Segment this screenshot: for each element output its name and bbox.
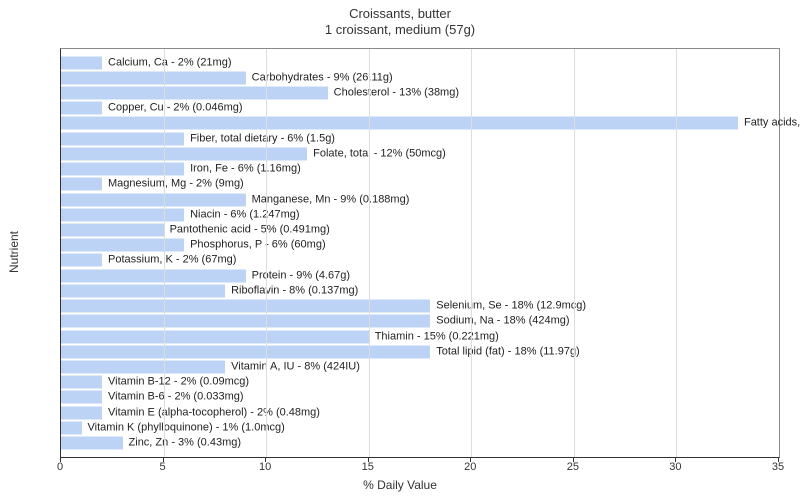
plot-area: Calcium, Ca - 2% (21mg) Carbohydrates - 9… [60,48,780,458]
x-tick-label: 5 [160,461,166,473]
bar [61,300,430,313]
bar-label: Calcium, Ca - 2% (21mg) [108,57,231,68]
x-tick-label: 15 [362,461,374,473]
bar-label: Selenium, Se - 18% (12.9mcg) [436,301,586,312]
gridline-v [676,49,677,457]
bar-row: Fiber, total dietary - 6% (1.5g) [61,131,779,146]
bar [61,193,246,206]
bar-label: Potassium, K - 2% (67mg) [108,255,236,266]
bar-row: Calcium, Ca - 2% (21mg) [61,55,779,70]
bar-label: Vitamin A, IU - 8% (424IU) [231,361,360,372]
bar-label: Vitamin B-12 - 2% (0.09mcg) [108,377,249,388]
bar-label: Vitamin B-6 - 2% (0.033mg) [108,392,244,403]
bar-row: Vitamin B-12 - 2% (0.09mcg) [61,375,779,390]
bar-row: Vitamin A, IU - 8% (424IU) [61,359,779,374]
bar-label: Zinc, Zn - 3% (0.43mg) [129,438,241,449]
chart-container: Croissants, butter 1 croissant, medium (… [0,0,800,500]
bar-label: Manganese, Mn - 9% (0.188mg) [252,194,410,205]
bar-label: Riboflavin - 8% (0.137mg) [231,285,358,296]
x-tick-label: 0 [57,461,63,473]
bar-row: Potassium, K - 2% (67mg) [61,253,779,268]
bar-row: Carbohydrates - 9% (26.11g) [61,70,779,85]
bar [61,56,102,69]
bar [61,406,102,419]
gridline-v [471,49,472,457]
bar-row: Pantothenic acid - 5% (0.491mg) [61,222,779,237]
x-tick-label: 30 [669,461,681,473]
bar [61,376,102,389]
bar-label: Sodium, Na - 18% (424mg) [436,316,569,327]
bar-row: Vitamin K (phylloquinone) - 1% (1.0mcg) [61,420,779,435]
bar [61,239,184,252]
x-tick-label: 35 [772,461,784,473]
bar-row: Cholesterol - 13% (38mg) [61,85,779,100]
bar-row: Manganese, Mn - 9% (0.188mg) [61,192,779,207]
bar-label: Pantothenic acid - 5% (0.491mg) [170,225,330,236]
bar-row: Vitamin B-6 - 2% (0.033mg) [61,390,779,405]
bar [61,269,246,282]
bar-row: Phosphorus, P - 6% (60mg) [61,238,779,253]
chart-title: Croissants, butter 1 croissant, medium (… [0,6,800,39]
bar [61,437,123,450]
bar-label: Fiber, total dietary - 6% (1.5g) [190,133,335,144]
gridline-v [164,49,165,457]
bar-row: Selenium, Se - 18% (12.9mcg) [61,299,779,314]
bar-row: Riboflavin - 8% (0.137mg) [61,283,779,298]
bar-row: Thiamin - 15% (0.221mg) [61,329,779,344]
bar [61,87,328,100]
x-tick-label: 10 [259,461,271,473]
y-axis-label: Nutrient [7,231,21,273]
bar-label: Magnesium, Mg - 2% (9mg) [108,179,244,190]
bar-row: Protein - 9% (4.67g) [61,268,779,283]
bar-label: Vitamin K (phylloquinone) - 1% (1.0mcg) [88,422,285,433]
bar [61,117,738,130]
bar-label: Niacin - 6% (1.247mg) [190,209,299,220]
bar-row: Iron, Fe - 6% (1.16mg) [61,162,779,177]
bar-label: Cholesterol - 13% (38mg) [334,88,459,99]
bar [61,102,102,115]
bar-row: Folate, total - 12% (50mcg) [61,146,779,161]
bar [61,254,102,267]
bar-label: Thiamin - 15% (0.221mg) [375,331,499,342]
gridline-v [574,49,575,457]
bar-label: Carbohydrates - 9% (26.11g) [252,72,393,83]
bar [61,330,369,343]
bar-row: Copper, Cu - 2% (0.046mg) [61,101,779,116]
x-tick-label: 25 [567,461,579,473]
bar [61,132,184,145]
bar [61,224,164,237]
bar-label: Vitamin E (alpha-tocopherol) - 2% (0.48m… [108,407,320,418]
bar [61,147,307,160]
bar [61,345,430,358]
bar-row: Total lipid (fat) - 18% (11.97g) [61,344,779,359]
x-axis-label: % Daily Value [0,478,800,492]
bar-label: Total lipid (fat) - 18% (11.97g) [436,346,579,357]
bar-label: Fatty acids, total saturated - 33% (6.64… [744,118,800,129]
bar [61,163,184,176]
bars-group: Calcium, Ca - 2% (21mg) Carbohydrates - 9… [61,55,779,451]
bar [61,178,102,191]
chart-title-line2: 1 croissant, medium (57g) [325,22,475,37]
bar-label: Iron, Fe - 6% (1.16mg) [190,164,301,175]
bar [61,315,430,328]
bar-row: Sodium, Na - 18% (424mg) [61,314,779,329]
bar [61,284,225,297]
bar-label: Phosphorus, P - 6% (60mg) [190,240,326,251]
gridline-v [266,49,267,457]
bar [61,421,82,434]
x-tick-label: 20 [464,461,476,473]
bar [61,360,225,373]
bar-label: Copper, Cu - 2% (0.046mg) [108,103,243,114]
bar-row: Vitamin E (alpha-tocopherol) - 2% (0.48m… [61,405,779,420]
bar [61,208,184,221]
bar [61,391,102,404]
bar-row: Fatty acids, total saturated - 33% (6.64… [61,116,779,131]
bar-label: Folate, total - 12% (50mcg) [313,148,446,159]
bar-row: Niacin - 6% (1.247mg) [61,207,779,222]
bar [61,71,246,84]
chart-title-line1: Croissants, butter [349,6,451,21]
bar-row: Zinc, Zn - 3% (0.43mg) [61,435,779,450]
bar-row: Magnesium, Mg - 2% (9mg) [61,177,779,192]
gridline-v [369,49,370,457]
